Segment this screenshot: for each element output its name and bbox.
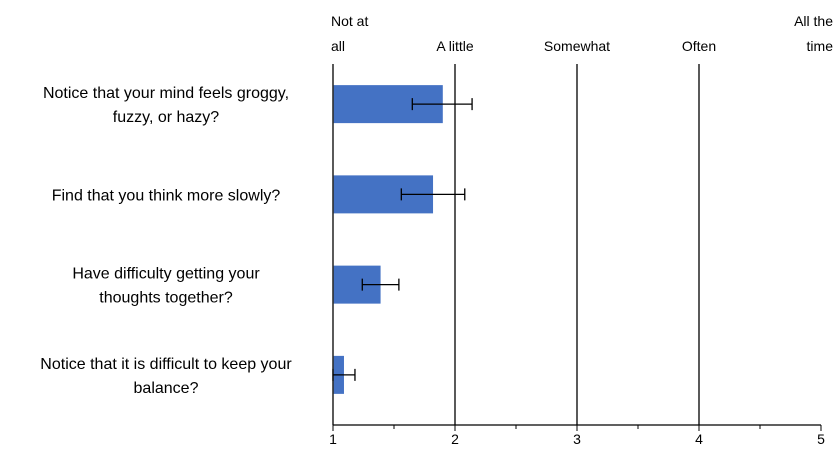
x-axis-ticks: 1 2 3 4 5	[329, 425, 825, 447]
category-label: Notice that your mind feels groggy, fuzzy…	[43, 85, 289, 126]
scale-label: Not at all	[331, 13, 368, 54]
x-tick-label: 1	[329, 431, 337, 447]
category-labels: Notice that your mind feels groggy, fuzzy…	[40, 85, 292, 397]
category-label: Find that you think more slowly?	[52, 187, 281, 204]
gridlines	[454, 64, 700, 425]
scale-label: A little	[436, 38, 474, 54]
bars	[333, 85, 443, 394]
error-bars	[332, 98, 473, 381]
x-tick-label: 3	[573, 431, 581, 447]
scale-label: Often	[682, 38, 716, 54]
category-label: Have difficulty getting your thoughts tog…	[72, 266, 260, 307]
x-tick-label: 4	[695, 431, 703, 447]
scale-label: Somewhat	[544, 38, 610, 54]
scale-labels: Not at all A little Somewhat Often All the tim…	[331, 13, 833, 54]
x-tick-label: 2	[451, 431, 459, 447]
category-label: Notice that it is difficult to keep your…	[40, 356, 292, 397]
scale-label: All the time	[794, 13, 833, 54]
x-tick-label: 5	[817, 431, 825, 447]
